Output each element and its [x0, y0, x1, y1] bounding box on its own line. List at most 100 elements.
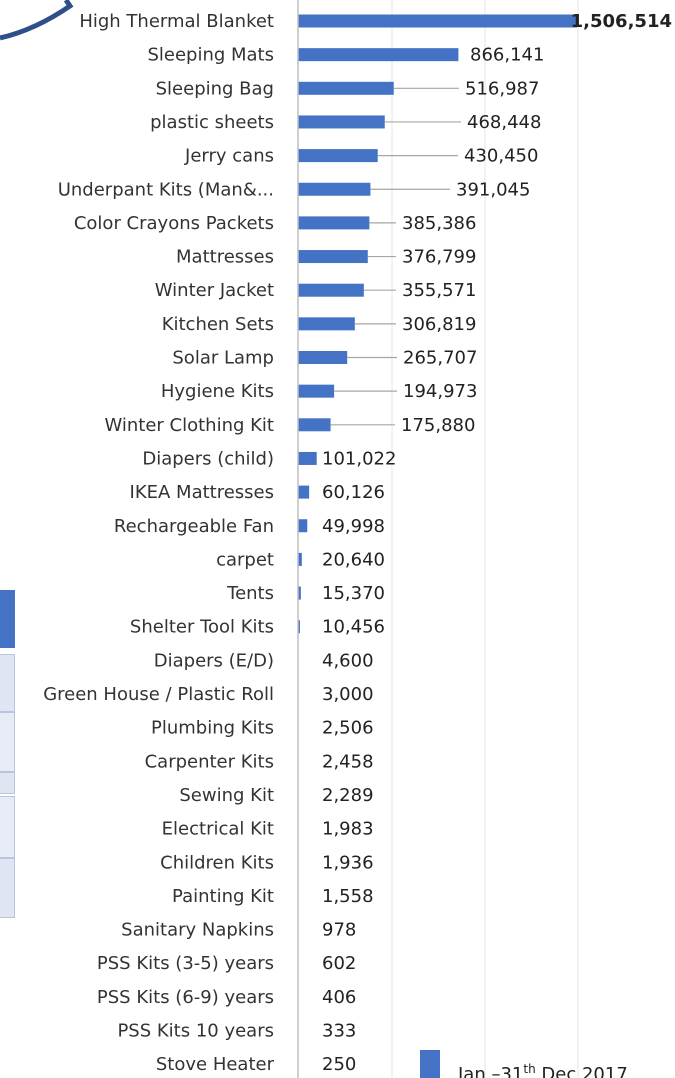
- leader-lines: [330, 87, 461, 426]
- bar-0: [298, 14, 577, 28]
- legend-label-suffix: Dec 2017: [535, 1064, 628, 1078]
- value-label-21: 2,506: [322, 718, 374, 739]
- value-labels: 1,506,514 866,141 516,987 468,448 430,450 391…: [322, 11, 672, 1075]
- category-label-30: PSS Kits 10 years: [117, 1021, 274, 1042]
- bar-13: [298, 451, 317, 465]
- bar-15: [298, 519, 308, 533]
- bar-5: [298, 182, 371, 196]
- value-label-19: 4,600: [322, 650, 374, 671]
- value-label-20: 3,000: [322, 684, 374, 705]
- category-label-22: Carpenter Kits: [145, 751, 274, 772]
- value-label-0: 1,506,514: [571, 11, 672, 32]
- category-label-3: plastic sheets: [150, 112, 274, 133]
- bar-14: [298, 485, 310, 499]
- category-label-25: Children Kits: [160, 852, 274, 873]
- category-label-14: IKEA Mattresses: [130, 482, 274, 503]
- category-label-29: PSS Kits (6-9) years: [97, 987, 274, 1008]
- value-label-1: 866,141: [470, 45, 544, 66]
- value-label-10: 265,707: [403, 348, 477, 369]
- value-label-27: 978: [322, 920, 356, 941]
- value-label-17: 15,370: [322, 583, 385, 604]
- bar-2: [298, 81, 394, 95]
- value-label-13: 101,022: [322, 448, 396, 469]
- decorative-curve: [0, 0, 74, 41]
- panel-tab: [0, 858, 15, 918]
- value-label-29: 406: [322, 987, 356, 1008]
- value-label-8: 355,571: [402, 280, 476, 301]
- panel-tab: [0, 654, 15, 712]
- category-label-11: Hygiene Kits: [161, 381, 274, 402]
- category-label-9: Kitchen Sets: [162, 314, 274, 335]
- category-label-26: Painting Kit: [172, 886, 274, 907]
- bar-7: [298, 250, 368, 264]
- value-label-6: 385,386: [402, 213, 476, 234]
- value-label-23: 2,289: [322, 785, 374, 806]
- value-label-22: 2,458: [322, 751, 374, 772]
- category-label-2: Sleeping Bag: [156, 78, 274, 99]
- category-label-15: Rechargeable Fan: [114, 516, 274, 537]
- panel-tab: [0, 796, 15, 858]
- legend-label-sup: th: [523, 1062, 536, 1076]
- category-label-23: Sewing Kit: [179, 785, 274, 806]
- grid-lines: [391, 0, 579, 1078]
- value-label-18: 10,456: [322, 617, 385, 638]
- legend-swatch: [420, 1050, 440, 1078]
- bar-9: [298, 317, 355, 331]
- category-label-13: Diapers (child): [142, 448, 274, 469]
- value-label-9: 306,819: [402, 314, 476, 335]
- value-label-28: 602: [322, 953, 356, 974]
- value-label-24: 1,983: [322, 819, 374, 840]
- legend: Jan –31th Dec 2017: [420, 1048, 628, 1078]
- bar-4: [298, 149, 378, 163]
- category-label-27: Sanitary Napkins: [121, 920, 274, 941]
- bar-16: [298, 552, 302, 566]
- value-label-15: 49,998: [322, 516, 385, 537]
- bars: [298, 14, 577, 634]
- value-label-30: 333: [322, 1021, 356, 1042]
- category-label-21: Plumbing Kits: [151, 718, 274, 739]
- bar-10: [298, 351, 348, 364]
- panel-tab: [0, 772, 15, 794]
- value-label-14: 60,126: [322, 482, 385, 503]
- value-label-16: 20,640: [322, 549, 385, 570]
- category-label-7: Mattresses: [176, 247, 274, 268]
- left-side-panel: [0, 0, 20, 1078]
- value-label-7: 376,799: [402, 247, 476, 268]
- category-label-24: Electrical Kit: [162, 819, 274, 840]
- panel-tab: [0, 712, 15, 772]
- category-label-5: Underpant Kits (Man&...: [58, 179, 274, 200]
- value-label-25: 1,936: [322, 852, 374, 873]
- category-label-16: carpet: [216, 549, 274, 570]
- value-label-26: 1,558: [322, 886, 374, 907]
- category-label-1: Sleeping Mats: [147, 45, 274, 66]
- bar-11: [298, 384, 335, 398]
- bar-6: [298, 216, 370, 230]
- category-label-19: Diapers (E/D): [154, 650, 274, 671]
- category-label-17: Tents: [226, 583, 274, 604]
- value-label-4: 430,450: [464, 146, 538, 167]
- bar-1: [298, 48, 459, 62]
- bar-17: [298, 586, 301, 600]
- category-label-18: Shelter Tool Kits: [130, 617, 274, 638]
- value-label-3: 468,448: [467, 112, 541, 133]
- category-label-6: Color Crayons Packets: [74, 213, 274, 234]
- bar-8: [298, 283, 364, 297]
- bar-18: [298, 620, 300, 634]
- legend-label: Jan –31th Dec 2017: [458, 1062, 628, 1078]
- category-label-10: Solar Lamp: [172, 348, 274, 369]
- value-label-5: 391,045: [456, 179, 530, 200]
- value-label-12: 175,880: [401, 415, 475, 436]
- category-label-8: Winter Jacket: [155, 280, 274, 301]
- category-label-20: Green House / Plastic Roll: [43, 684, 274, 705]
- bar-3: [298, 115, 385, 129]
- category-label-28: PSS Kits (3-5) years: [97, 953, 274, 974]
- legend-label-prefix: Jan –31: [458, 1064, 524, 1078]
- bar-12: [298, 418, 331, 432]
- value-label-11: 194,973: [403, 381, 477, 402]
- category-label-4: Jerry cans: [184, 146, 274, 167]
- value-label-31: 250: [322, 1054, 356, 1075]
- category-label-31: Stove Heater: [156, 1054, 275, 1075]
- category-label-12: Winter Clothing Kit: [104, 415, 274, 436]
- category-labels: High Thermal Blanket Sleeping Mats Sleepin…: [43, 11, 274, 1075]
